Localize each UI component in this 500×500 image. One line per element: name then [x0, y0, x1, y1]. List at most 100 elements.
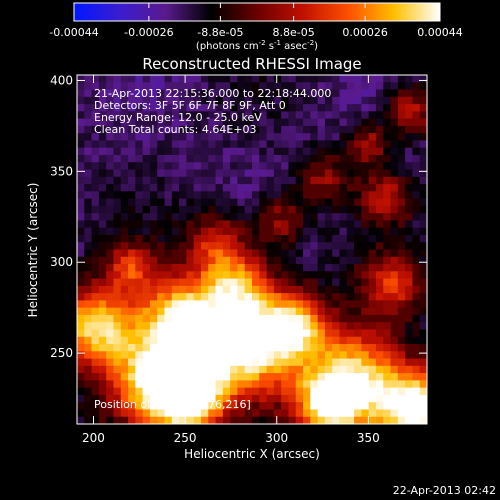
heatmap-cell — [397, 249, 406, 258]
heatmap-cell — [397, 191, 406, 200]
heatmap-cell — [208, 104, 217, 112]
heatmap-cell — [295, 344, 304, 352]
heatmap-cell — [237, 140, 246, 149]
heatmap-cell — [295, 89, 304, 98]
heatmap-cell — [259, 264, 268, 272]
heatmap-cell — [303, 140, 311, 149]
heatmap-cell — [354, 227, 362, 236]
heatmap-cell — [310, 307, 319, 316]
heatmap-cell — [157, 271, 166, 280]
heatmap-cell — [200, 322, 209, 331]
heatmap-cell — [91, 285, 100, 294]
heatmap-cell — [215, 104, 224, 112]
heatmap-cell — [230, 169, 239, 178]
heatmap-cell — [157, 264, 166, 272]
heatmap-cell — [128, 213, 136, 222]
heatmap-cell — [186, 264, 195, 272]
heatmap-cell — [397, 278, 406, 287]
heatmap-cell — [193, 394, 202, 403]
heatmap-cell — [375, 300, 384, 309]
heatmap-cell — [149, 322, 158, 331]
heatmap-cell — [77, 256, 85, 265]
heatmap-cell — [354, 234, 362, 243]
heatmap-cell — [259, 147, 268, 156]
heatmap-cell — [288, 242, 297, 251]
heatmap-cell — [208, 220, 217, 229]
heatmap-cell — [237, 191, 246, 200]
heatmap-cell — [288, 234, 297, 243]
heatmap-cell — [91, 242, 100, 251]
heatmap-cell — [339, 322, 348, 331]
heatmap-cell — [303, 416, 311, 424]
heatmap-cell — [222, 249, 231, 258]
heatmap-cell — [397, 314, 406, 323]
heatmap-cell — [332, 133, 341, 142]
heatmap-cell — [266, 380, 275, 389]
heatmap-cell — [383, 387, 392, 396]
heatmap-cell — [317, 111, 326, 120]
heatmap-cell — [186, 89, 195, 98]
heatmap-cell — [281, 394, 290, 403]
heatmap-cell — [339, 278, 348, 287]
heatmap-cell — [303, 220, 311, 229]
heatmap-cell — [142, 249, 151, 258]
heatmap-cell — [244, 278, 253, 287]
heatmap-cell — [419, 234, 427, 243]
heatmap-cell — [368, 409, 377, 418]
heatmap-cell — [405, 75, 414, 83]
heatmap-cell — [193, 82, 202, 91]
heatmap-cell — [259, 358, 268, 367]
heatmap-cell — [281, 249, 290, 258]
heatmap-cell — [252, 373, 260, 381]
heatmap-cell — [208, 227, 217, 236]
heatmap-cell — [237, 242, 246, 251]
heatmap-cell — [375, 213, 384, 222]
heatmap-cell — [98, 154, 107, 163]
heatmap-cell — [106, 322, 115, 331]
heatmap-cell — [84, 322, 93, 331]
heatmap-cell — [346, 344, 355, 352]
heatmap-cell — [171, 133, 180, 142]
heatmap-cell — [317, 227, 326, 236]
heatmap-cell — [288, 394, 297, 403]
heatmap-cell — [368, 184, 377, 192]
heatmap-cell — [200, 351, 209, 360]
heatmap-cell — [317, 184, 326, 192]
heatmap-cell — [419, 380, 427, 389]
heatmap-cell — [120, 249, 129, 258]
heatmap-cell — [113, 147, 122, 156]
heatmap-cell — [310, 133, 319, 142]
heatmap-cell — [346, 358, 355, 367]
heatmap-cell — [281, 314, 290, 323]
heatmap-cell — [266, 154, 275, 163]
heatmap-cell — [120, 387, 129, 396]
heatmap-cell — [186, 336, 195, 345]
heatmap-cell — [142, 89, 151, 98]
heatmap-cell — [222, 75, 231, 83]
heatmap-cell — [91, 322, 100, 331]
annotation-time-range: 21-Apr-2013 22:15:36.000 to 22:18:44.000 — [94, 87, 331, 100]
heatmap-cell — [339, 293, 348, 301]
heatmap-cell — [149, 351, 158, 360]
heatmap-cell — [171, 285, 180, 294]
heatmap-cell — [106, 104, 115, 112]
heatmap-cell — [84, 336, 93, 345]
heatmap-cell — [237, 314, 246, 323]
heatmap-cell — [179, 147, 187, 156]
heatmap-cell — [324, 380, 333, 389]
heatmap-cell — [375, 387, 384, 396]
heatmap-cell — [200, 249, 209, 258]
heatmap-cell — [222, 104, 231, 112]
heatmap-cell — [390, 111, 399, 120]
heatmap-cell — [405, 278, 414, 287]
heatmap-cell — [281, 213, 290, 222]
heatmap-cell — [208, 314, 217, 323]
heatmap-cell — [324, 271, 333, 280]
heatmap-cell — [390, 300, 399, 309]
heatmap-cell — [354, 373, 362, 381]
heatmap-cell — [237, 111, 246, 120]
heatmap-cell — [230, 373, 239, 381]
heatmap-cell — [310, 205, 319, 214]
heatmap-cell — [149, 82, 158, 91]
heatmap-cell — [368, 402, 377, 411]
